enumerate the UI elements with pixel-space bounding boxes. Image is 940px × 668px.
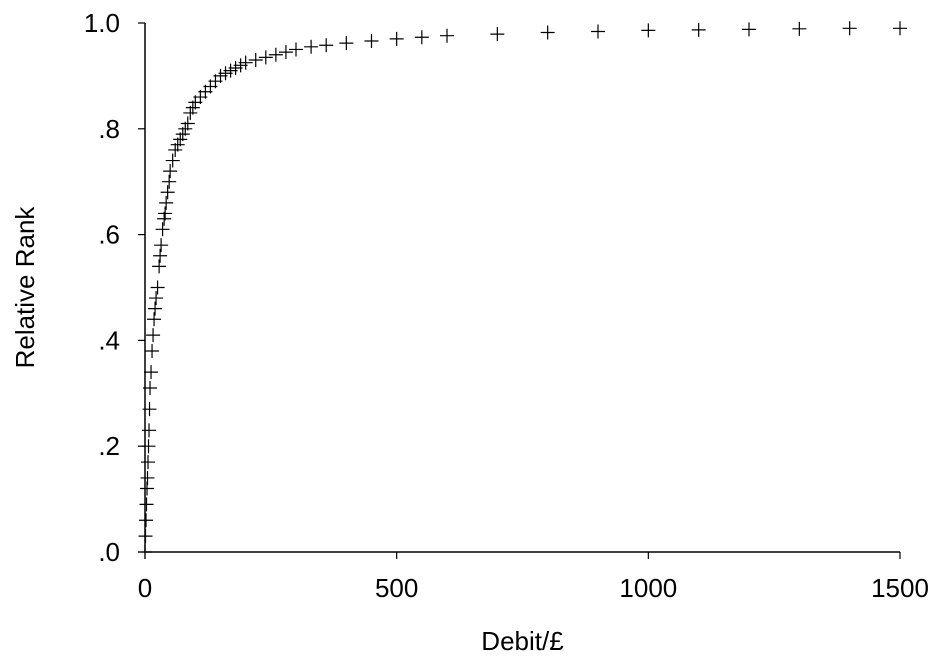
data-point — [144, 365, 159, 380]
data-point — [289, 42, 303, 57]
y-tick-label: .4 — [98, 325, 120, 355]
data-point — [155, 222, 170, 237]
data-point — [842, 21, 857, 36]
data-point — [157, 211, 172, 226]
data-point — [792, 21, 807, 36]
data-point — [146, 328, 161, 343]
data-point — [139, 513, 154, 528]
data-point — [185, 100, 200, 115]
data-point — [147, 312, 162, 327]
data-point — [278, 45, 293, 60]
ticks: .0 .2 .4 .6 .8 1.0 0 500 1000 1500 — [84, 8, 929, 603]
data-markers — [138, 21, 907, 559]
y-tick-label: .6 — [98, 220, 120, 250]
y-tick-label: .0 — [98, 537, 120, 567]
y-tick-label: .2 — [98, 431, 120, 461]
data-point — [389, 31, 404, 46]
data-point — [183, 105, 198, 120]
data-point — [168, 142, 183, 157]
data-point — [139, 497, 154, 512]
data-point — [691, 22, 706, 37]
data-point — [158, 206, 173, 221]
data-point — [364, 33, 379, 48]
x-tick-label: 0 — [138, 573, 152, 603]
y-tick-label: .8 — [98, 114, 120, 144]
data-point — [490, 27, 505, 42]
data-point — [414, 30, 429, 45]
data-point — [319, 38, 334, 53]
data-point — [268, 47, 283, 62]
data-point — [440, 28, 454, 43]
data-point — [163, 164, 178, 179]
data-point — [145, 343, 160, 358]
data-point — [304, 39, 319, 54]
y-axis-title: Relative Rank — [10, 206, 40, 369]
data-point — [258, 50, 273, 65]
data-point — [339, 36, 354, 51]
data-point — [160, 185, 175, 200]
data-point — [173, 132, 188, 147]
data-point — [170, 137, 185, 152]
x-axis-title: Debit/£ — [481, 626, 564, 656]
data-point — [178, 121, 193, 136]
data-point — [153, 248, 168, 263]
data-point — [540, 25, 555, 40]
data-point — [142, 423, 157, 438]
data-point — [180, 116, 195, 131]
data-point — [591, 24, 605, 39]
axes — [144, 23, 900, 553]
data-point — [152, 259, 167, 274]
data-point — [238, 55, 253, 70]
data-point — [141, 455, 156, 470]
x-tick-label: 1000 — [619, 573, 677, 603]
x-tick-label: 1500 — [871, 573, 929, 603]
data-point — [162, 174, 177, 189]
data-point — [154, 238, 169, 253]
data-point — [148, 301, 163, 316]
y-tick-label: 1.0 — [84, 8, 120, 38]
data-point — [165, 153, 180, 168]
data-point — [150, 280, 165, 295]
data-point — [159, 195, 174, 210]
data-point — [893, 21, 907, 36]
data-point — [140, 470, 155, 485]
data-point — [248, 53, 263, 68]
data-point — [175, 127, 190, 142]
data-point — [742, 22, 756, 37]
x-tick-label: 500 — [375, 573, 418, 603]
data-point — [641, 23, 656, 38]
data-point — [149, 291, 164, 306]
